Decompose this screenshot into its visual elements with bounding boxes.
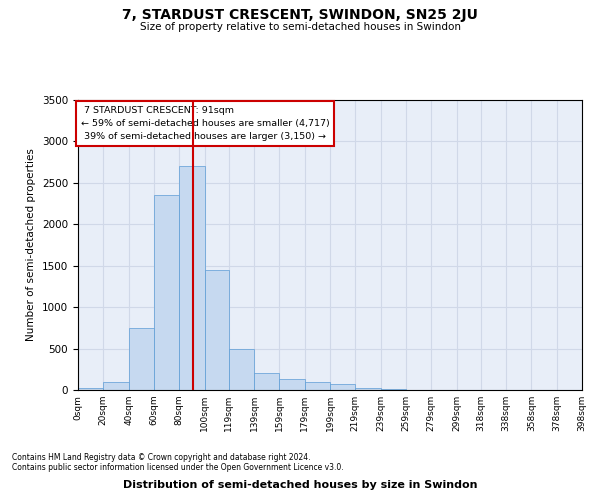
Bar — [254, 374, 280, 390]
Text: Contains HM Land Registry data © Crown copyright and database right 2024.: Contains HM Land Registry data © Crown c… — [12, 454, 311, 462]
Bar — [78, 388, 103, 390]
Bar — [179, 166, 205, 390]
Text: Size of property relative to semi-detached houses in Swindon: Size of property relative to semi-detach… — [139, 22, 461, 32]
Bar — [280, 379, 305, 390]
Bar — [380, 389, 406, 390]
Bar — [330, 384, 355, 390]
Bar — [305, 382, 330, 390]
Text: 7, STARDUST CRESCENT, SWINDON, SN25 2JU: 7, STARDUST CRESCENT, SWINDON, SN25 2JU — [122, 8, 478, 22]
Bar — [128, 328, 154, 390]
Bar — [154, 196, 179, 390]
Bar — [205, 270, 229, 390]
Bar — [229, 348, 254, 390]
Text: Distribution of semi-detached houses by size in Swindon: Distribution of semi-detached houses by … — [123, 480, 477, 490]
Y-axis label: Number of semi-detached properties: Number of semi-detached properties — [26, 148, 37, 342]
Bar — [355, 388, 380, 390]
Text: 7 STARDUST CRESCENT: 91sqm
← 59% of semi-detached houses are smaller (4,717)
 39: 7 STARDUST CRESCENT: 91sqm ← 59% of semi… — [80, 106, 329, 141]
Bar — [103, 382, 128, 390]
Text: Contains public sector information licensed under the Open Government Licence v3: Contains public sector information licen… — [12, 464, 344, 472]
